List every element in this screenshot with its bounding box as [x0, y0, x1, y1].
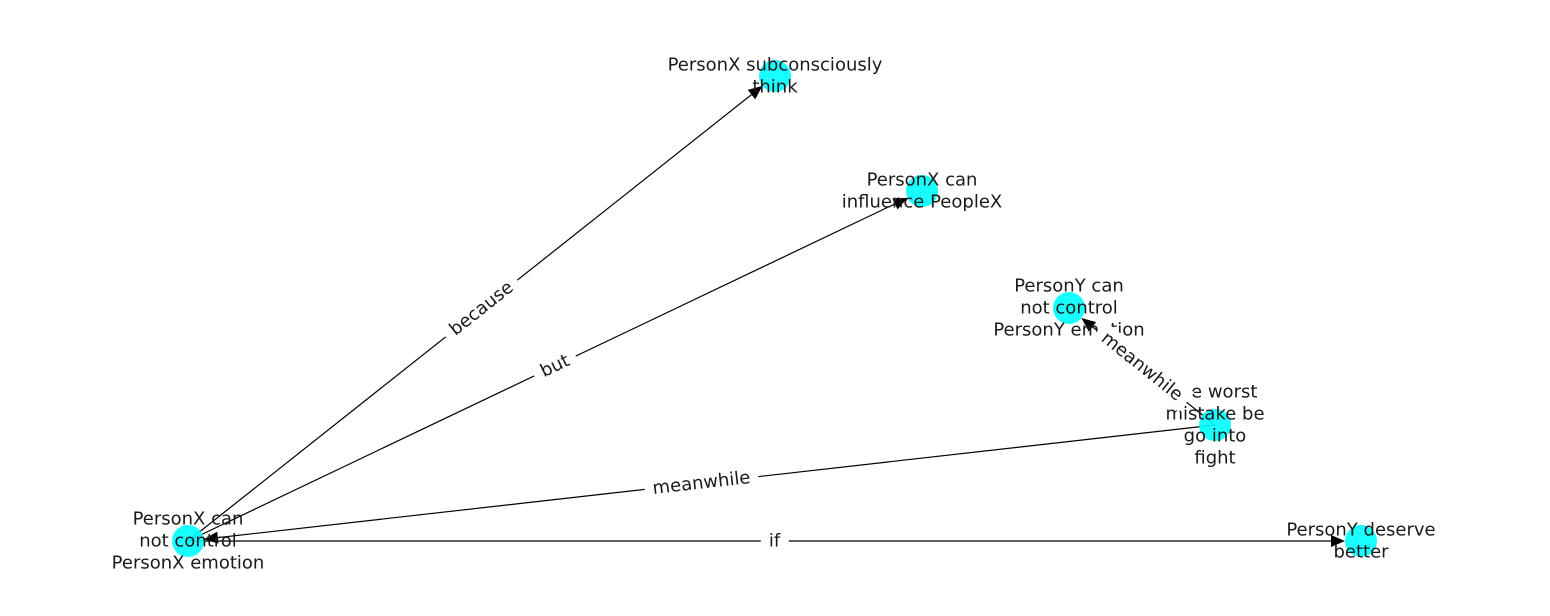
nodes-layer — [172, 60, 1377, 557]
node-label: the worst mistake be go into fight — [1165, 382, 1264, 469]
node-n2 — [759, 60, 791, 92]
node-n6 — [1345, 525, 1377, 557]
node-label-line: the worst — [1173, 382, 1258, 403]
node-label-line: fight — [1194, 448, 1235, 469]
arrowhead-icon — [1331, 535, 1345, 547]
edge-label-background — [643, 464, 760, 502]
node-label: PersonX can not control PersonX emotion — [112, 509, 265, 574]
edge-label-group: meanwhile — [643, 464, 760, 502]
node-label-line: PersonY deserve — [1286, 520, 1435, 541]
node-label-line: PersonY can — [1014, 276, 1124, 297]
arrowhead-icon — [892, 197, 908, 210]
node-label-line: mistake be — [1165, 404, 1264, 425]
node-label-line: PersonX subconsciously — [668, 55, 883, 76]
node-n1 — [172, 525, 204, 557]
node-n4 — [1053, 292, 1085, 324]
edge-label-group: if — [760, 528, 789, 554]
node-label-line: PersonX can — [133, 509, 244, 530]
node-label-line: PersonX emotion — [112, 553, 265, 574]
edge-label-group: but — [528, 344, 582, 388]
edge-label-background — [437, 270, 526, 347]
node-n5 — [1199, 409, 1231, 441]
node-label-line: not control — [139, 531, 237, 552]
node-label-line: influence PeopleX — [842, 192, 1002, 213]
node-label: PersonY deserve better — [1286, 520, 1435, 563]
arrowhead-icon — [747, 85, 763, 100]
node-label-line: not control — [1020, 298, 1118, 319]
edges-layer — [187, 85, 1345, 547]
node-label-line: think — [752, 77, 798, 98]
edge-label-group: because — [437, 270, 526, 347]
edge-label-background — [1089, 321, 1195, 412]
arrowhead-icon — [1081, 318, 1097, 332]
node-labels-layer: PersonX can not control PersonX emotionPer… — [112, 55, 1436, 574]
node-label-line: go into — [1184, 426, 1247, 447]
edge-label-background — [528, 344, 582, 388]
node-label-line: PersonX can — [867, 170, 978, 191]
edge-label-background — [760, 528, 789, 554]
node-label-line: better — [1333, 542, 1389, 563]
node-label: PersonX can influence PeopleX — [842, 170, 1002, 213]
node-label: PersonX subconsciously think — [668, 55, 883, 98]
node-n3 — [906, 175, 938, 207]
edge-label: if — [769, 531, 781, 552]
edge-label: because — [445, 277, 517, 340]
edge-n1-n6 — [188, 535, 1345, 547]
node-label: PersonY can not control PersonY emotion — [993, 276, 1144, 341]
